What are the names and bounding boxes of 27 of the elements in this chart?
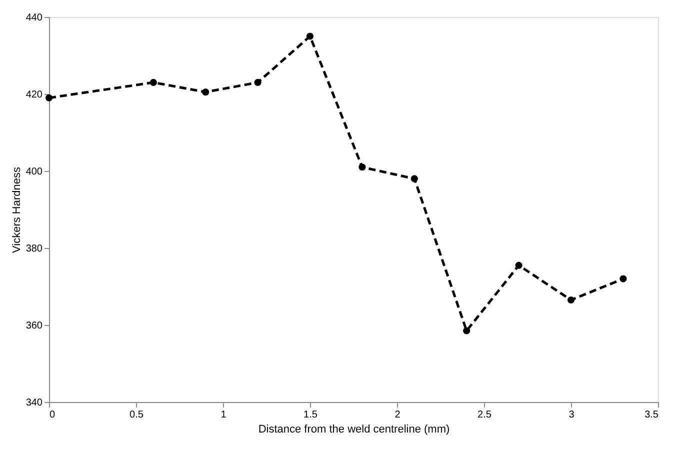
point bbox=[410, 175, 418, 182]
y-tick-label: 400 bbox=[26, 166, 43, 178]
y-axis-title: Vickers Hardness bbox=[10, 166, 23, 253]
y-tick-label: 440 bbox=[26, 12, 43, 24]
point bbox=[45, 94, 53, 102]
y-tick-label: 420 bbox=[26, 90, 43, 100]
x-tick-label: 2.5 bbox=[478, 410, 492, 420]
point bbox=[358, 164, 366, 171]
point bbox=[567, 296, 575, 304]
point bbox=[620, 275, 627, 282]
point bbox=[202, 88, 210, 96]
x-tick-label: 1 bbox=[220, 410, 227, 420]
x-tick-label: 1.5 bbox=[304, 410, 318, 420]
y-tick-label: 340 bbox=[26, 398, 43, 408]
y-tick-label: 380 bbox=[26, 244, 43, 254]
x-axis-title: Distance from the weld centreline (mm) bbox=[258, 424, 450, 436]
x-tick-label: 2 bbox=[394, 410, 401, 420]
point bbox=[515, 262, 522, 269]
x-tick-label: 0 bbox=[50, 410, 56, 420]
x-tick-label: 3 bbox=[568, 410, 575, 420]
point bbox=[463, 327, 470, 334]
point bbox=[150, 78, 157, 86]
x-tick-label: 3.5 bbox=[644, 410, 659, 420]
y-tick-label: 360 bbox=[26, 320, 43, 332]
point bbox=[254, 78, 262, 86]
point bbox=[306, 32, 314, 40]
x-tick-label: 0.5 bbox=[130, 410, 144, 420]
